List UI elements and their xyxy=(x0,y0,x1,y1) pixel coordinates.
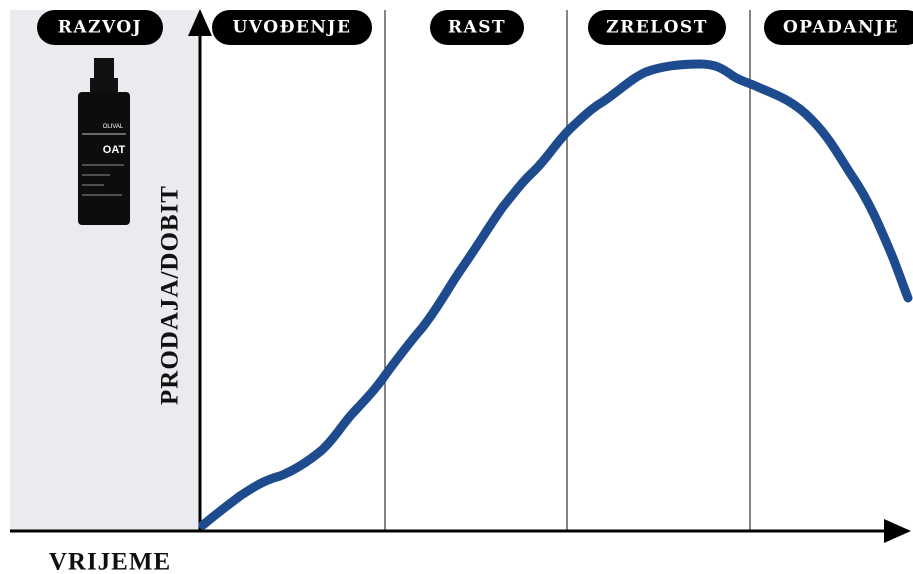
stage-pill xyxy=(212,10,372,45)
stage-label: RAZVOJ xyxy=(58,18,142,38)
product-brand: OLIVAL xyxy=(103,124,124,130)
stage-pill xyxy=(764,10,913,45)
stage-label: UVOĐENJE xyxy=(233,18,352,38)
stage-labels: RAZVOJ UVOĐENJE RAST ZRELOST OPADANJE xyxy=(37,10,913,45)
life-cycle-curve xyxy=(198,59,913,530)
stage-pill xyxy=(588,10,726,45)
x-axis-title: VRIJEME xyxy=(49,549,171,574)
y-axis-title: PRODAJA/DOBIT xyxy=(157,185,184,405)
bottle-neck xyxy=(90,78,118,92)
stage-pill xyxy=(37,10,163,45)
bottle-body xyxy=(78,92,130,225)
stage-label: ZRELOST xyxy=(606,18,708,38)
stage-label: OPADANJE xyxy=(783,18,899,38)
stage-label: RAST xyxy=(448,18,506,38)
bottle-cap xyxy=(94,58,114,80)
product-name: OAT xyxy=(103,144,126,156)
product-bottle: OLIVAL OAT xyxy=(78,58,130,225)
stage-pill xyxy=(430,10,524,45)
